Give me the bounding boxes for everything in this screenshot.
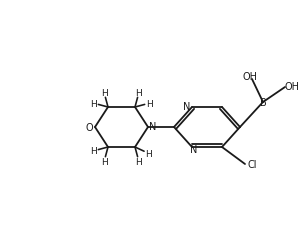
Text: H: H [101,157,107,166]
Text: N: N [149,121,157,131]
Text: H: H [91,99,97,108]
Text: H: H [145,149,152,158]
Text: H: H [136,157,142,166]
Text: OH: OH [242,72,257,82]
Text: N: N [183,101,191,111]
Text: H: H [91,147,97,155]
Text: N: N [190,144,198,154]
Text: O: O [85,122,93,132]
Text: B: B [260,98,266,108]
Text: Cl: Cl [247,159,257,169]
Text: H: H [101,89,107,98]
Text: OH: OH [285,82,299,92]
Text: H: H [136,89,142,98]
Text: H: H [146,99,152,108]
